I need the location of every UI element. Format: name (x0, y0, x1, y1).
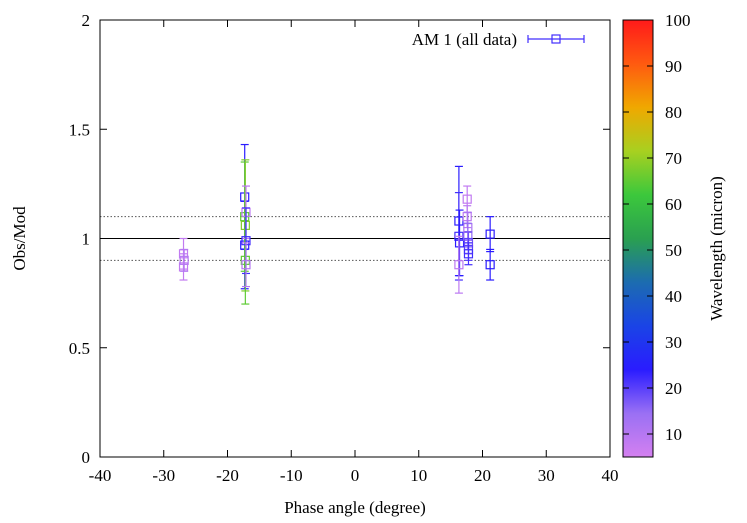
colorbar: 10 20 30 40 50 60 70 80 90 100 Wavelength (micron… (622, 11, 726, 458)
colorbar-tick-label: 10 (665, 425, 682, 444)
y-tick-label: 0 (82, 448, 91, 467)
legend-sample (527, 34, 585, 44)
point-marker (463, 249, 474, 259)
colorbar-tick-label: 90 (665, 57, 682, 76)
data-point (179, 248, 189, 272)
data-point (454, 235, 464, 294)
x-tick-label: -40 (89, 466, 112, 485)
plot-frame (99, 19, 611, 458)
reference-lines (100, 216, 610, 261)
data-point (463, 242, 474, 266)
y-tick-label: 1 (82, 230, 91, 249)
data-point (485, 216, 495, 253)
point-marker (454, 238, 465, 248)
y-tick-label: 2 (82, 11, 91, 30)
data-point (454, 209, 465, 277)
colorbar-tick-label: 70 (665, 149, 682, 168)
legend-marker (551, 34, 561, 44)
data-points (178, 143, 495, 305)
point-marker (454, 260, 464, 270)
y-tick-label: 0.5 (69, 339, 90, 358)
point-marker (462, 194, 472, 204)
y-axis-label: Obs/Mod (10, 206, 29, 271)
point-marker (485, 229, 495, 239)
data-point (485, 248, 495, 281)
colorbar-label: Wavelength (micron) (707, 176, 726, 321)
x-tick-label: -30 (152, 466, 175, 485)
y-tick-label: 1.5 (69, 120, 90, 139)
y-axis-ticks: 0 0.5 1 1.5 2 (69, 11, 610, 467)
colorbar-tick-label: 50 (665, 241, 682, 260)
colorbar-gradient (622, 19, 654, 458)
x-axis-label: Phase angle (degree) (284, 498, 426, 517)
point-marker (485, 260, 495, 270)
x-tick-label: -20 (216, 466, 239, 485)
x-axis-ticks: -40 -30 -20 -10 0 10 20 30 40 (89, 20, 619, 485)
colorbar-tick-label: 60 (665, 195, 682, 214)
colorbar-tick-label: 40 (665, 287, 682, 306)
legend: AM 1 (all data) (412, 30, 585, 49)
colorbar-tick-label: 100 (665, 11, 691, 30)
x-tick-label: 30 (538, 466, 555, 485)
point-marker (179, 255, 189, 265)
x-tick-label: 10 (410, 466, 427, 485)
colorbar-tick-label: 30 (665, 333, 682, 352)
point-marker (241, 260, 251, 270)
colorbar-tick-label: 80 (665, 103, 682, 122)
x-tick-label: 20 (474, 466, 491, 485)
x-tick-label: 0 (351, 466, 360, 485)
colorbar-tick-label: 20 (665, 379, 682, 398)
legend-label: AM 1 (all data) (412, 30, 517, 49)
x-tick-label: -10 (280, 466, 303, 485)
colorbar-ticks: 10 20 30 40 50 60 70 80 90 100 (623, 11, 691, 444)
x-tick-label: 40 (602, 466, 619, 485)
data-point (241, 242, 251, 288)
